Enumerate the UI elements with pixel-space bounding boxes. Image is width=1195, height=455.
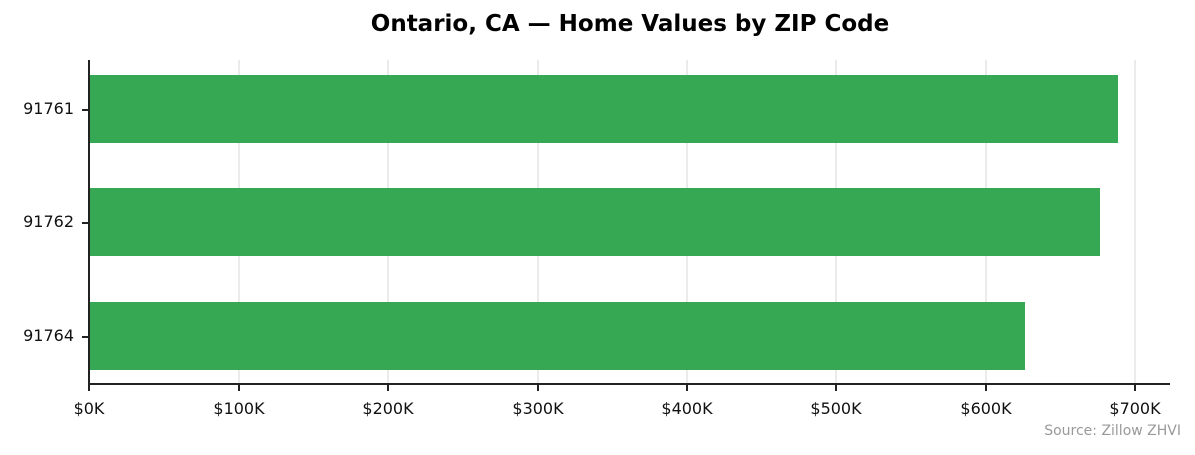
- x-tick: [1134, 385, 1136, 391]
- y-tick: [82, 336, 88, 338]
- y-tick: [82, 109, 88, 111]
- y-tick-label: 91764: [23, 326, 74, 345]
- source-note: Source: Zillow ZHVI: [1044, 423, 1181, 439]
- x-tick: [985, 385, 987, 391]
- x-tick: [686, 385, 688, 391]
- x-tick: [835, 385, 837, 391]
- bar-91764: [89, 302, 1025, 370]
- x-tick: [387, 385, 389, 391]
- x-tick: [537, 385, 539, 391]
- x-tick-label: $700K: [1109, 399, 1161, 418]
- x-tick-label: $600K: [960, 399, 1012, 418]
- y-tick-label: 91762: [23, 212, 74, 231]
- y-tick-label: 91761: [23, 99, 74, 118]
- x-tick: [88, 385, 90, 391]
- x-tick-label: $300K: [512, 399, 564, 418]
- x-tick-label: $100K: [213, 399, 265, 418]
- x-axis: [88, 383, 1170, 385]
- chart-title: Ontario, CA — Home Values by ZIP Code: [370, 11, 890, 37]
- gridline: [1134, 60, 1136, 384]
- x-tick-label: $500K: [810, 399, 862, 418]
- bar-91762: [89, 188, 1100, 256]
- bar-91761: [89, 75, 1118, 143]
- x-tick-label: $0K: [73, 399, 105, 418]
- x-tick-label: $200K: [362, 399, 414, 418]
- x-tick: [238, 385, 240, 391]
- y-axis: [88, 60, 90, 385]
- x-tick-label: $400K: [661, 399, 713, 418]
- plot-area: [89, 60, 1170, 384]
- y-tick: [82, 222, 88, 224]
